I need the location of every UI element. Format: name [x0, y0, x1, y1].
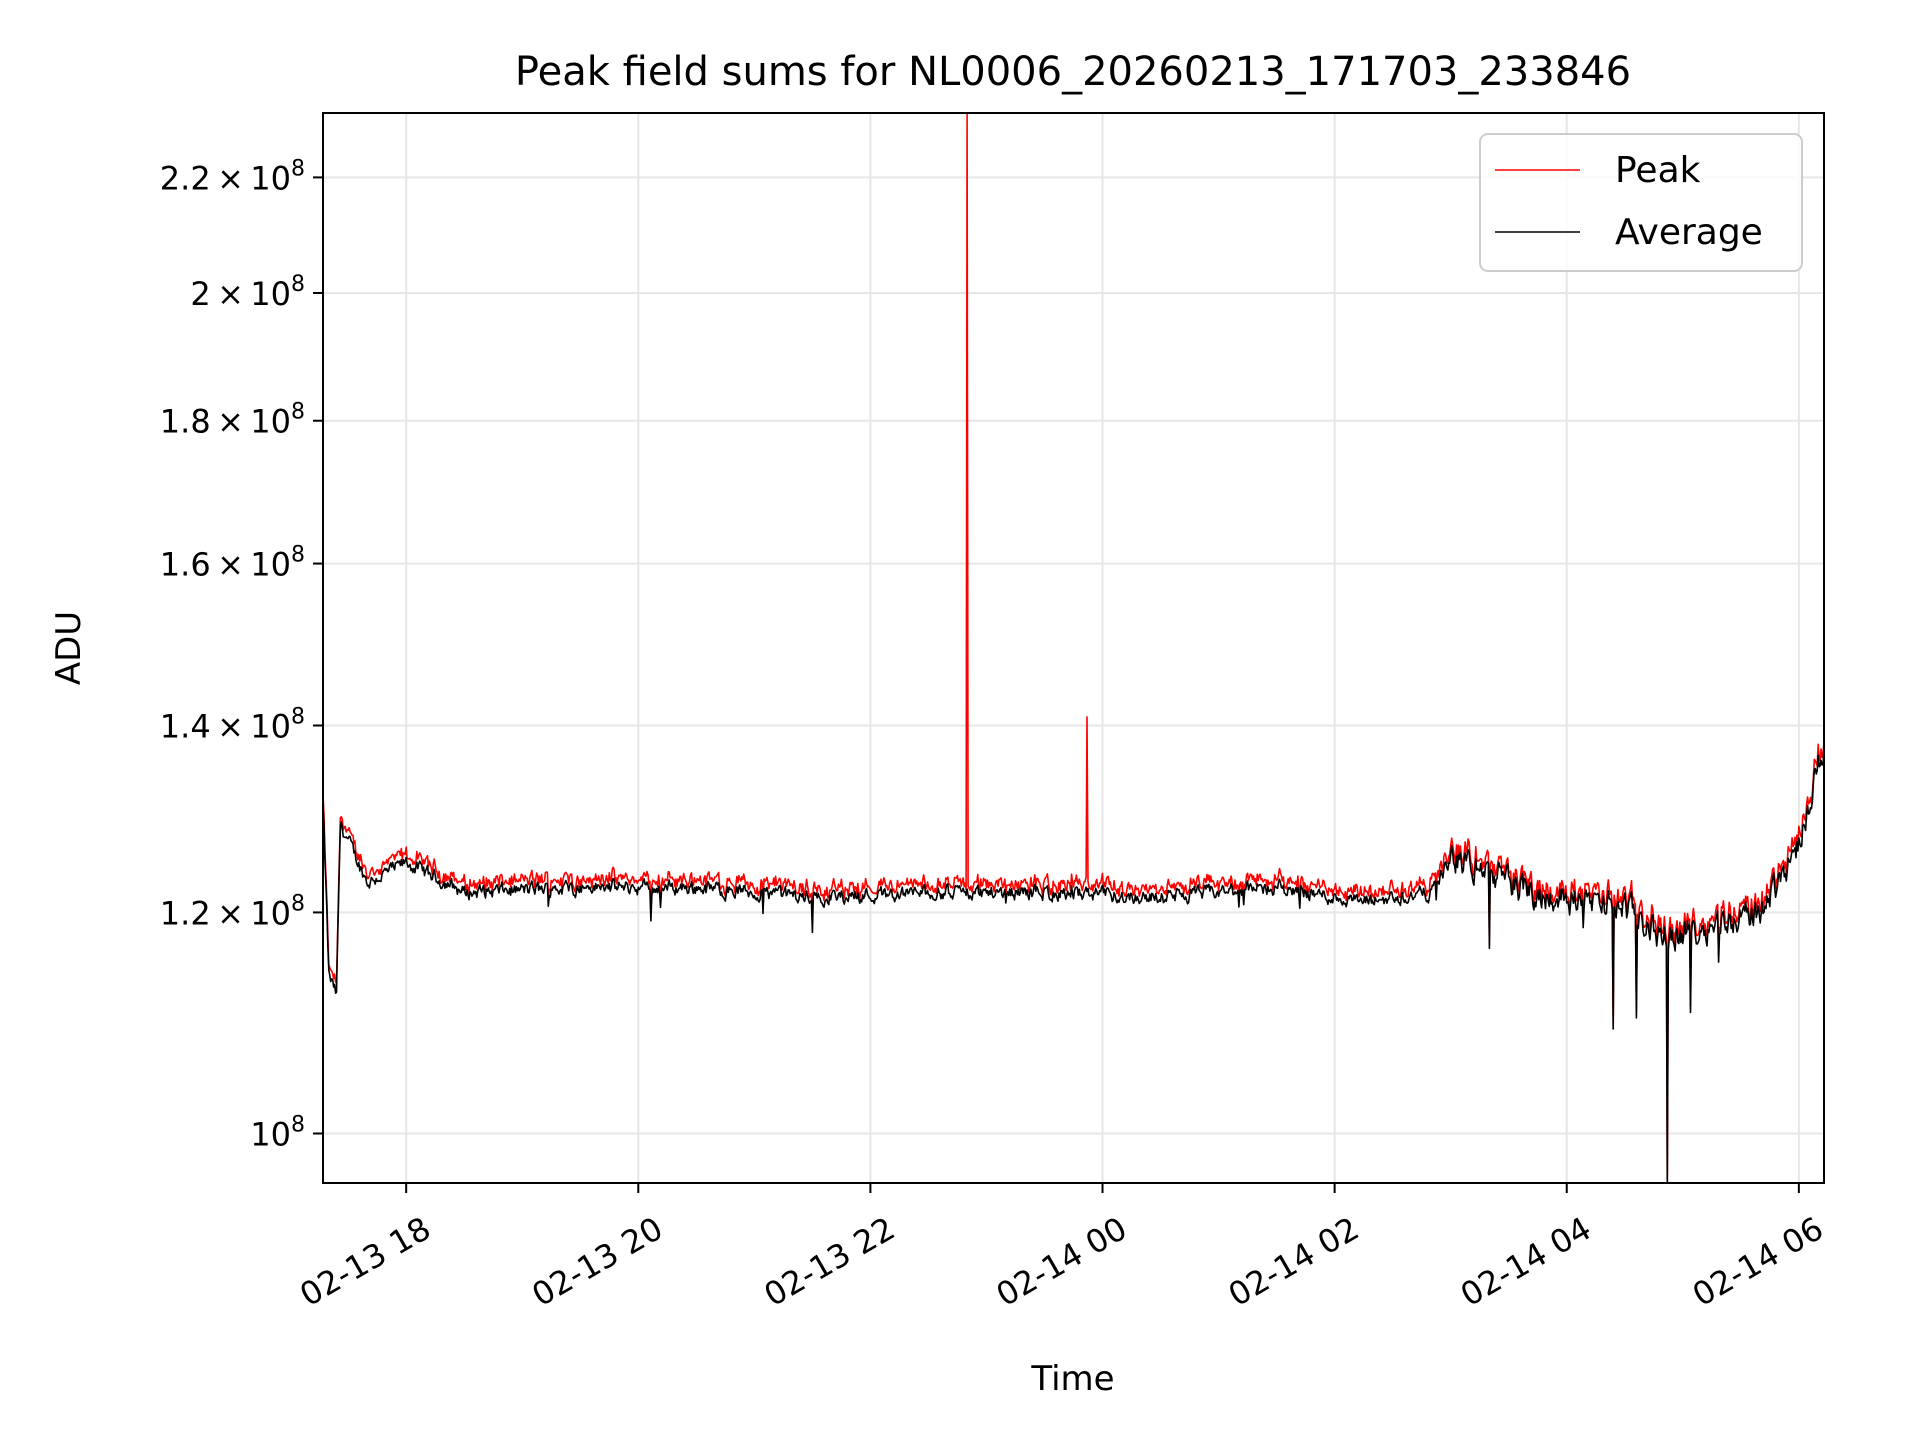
series-peak-line — [323, 113, 1824, 1183]
y-tick-label: 1.6 × 108 — [160, 543, 305, 584]
legend: Peak Average — [1479, 133, 1803, 272]
y-tick-label: 1.4 × 108 — [160, 704, 305, 745]
legend-average-label: Average — [1615, 212, 1763, 253]
y-tick-label: 2 × 108 — [190, 272, 305, 313]
grid — [323, 113, 1824, 1183]
legend-peak-label: Peak — [1615, 150, 1701, 191]
plot-frame — [322, 112, 1825, 1184]
y-axis-label: ADU — [49, 611, 89, 685]
x-axis-label: Time — [1030, 1359, 1114, 1399]
legend-box — [1479, 133, 1803, 272]
series-average-line — [323, 747, 1824, 1183]
y-tick-label: 2.2 × 108 — [160, 156, 305, 197]
plot-area — [323, 113, 1824, 1183]
chart-title: Peak field sums for NL0006_20260213_1717… — [515, 49, 1631, 95]
y-tick-label: 1.2 × 108 — [160, 891, 305, 932]
y-axis-ticks: 108 1.2 × 108 1.4 × 108 1.6 × 108 1.8 × 108 2… — [160, 156, 323, 1153]
y-tick-label: 108 — [250, 1112, 305, 1153]
y-tick-label: 1.8 × 108 — [160, 400, 305, 441]
